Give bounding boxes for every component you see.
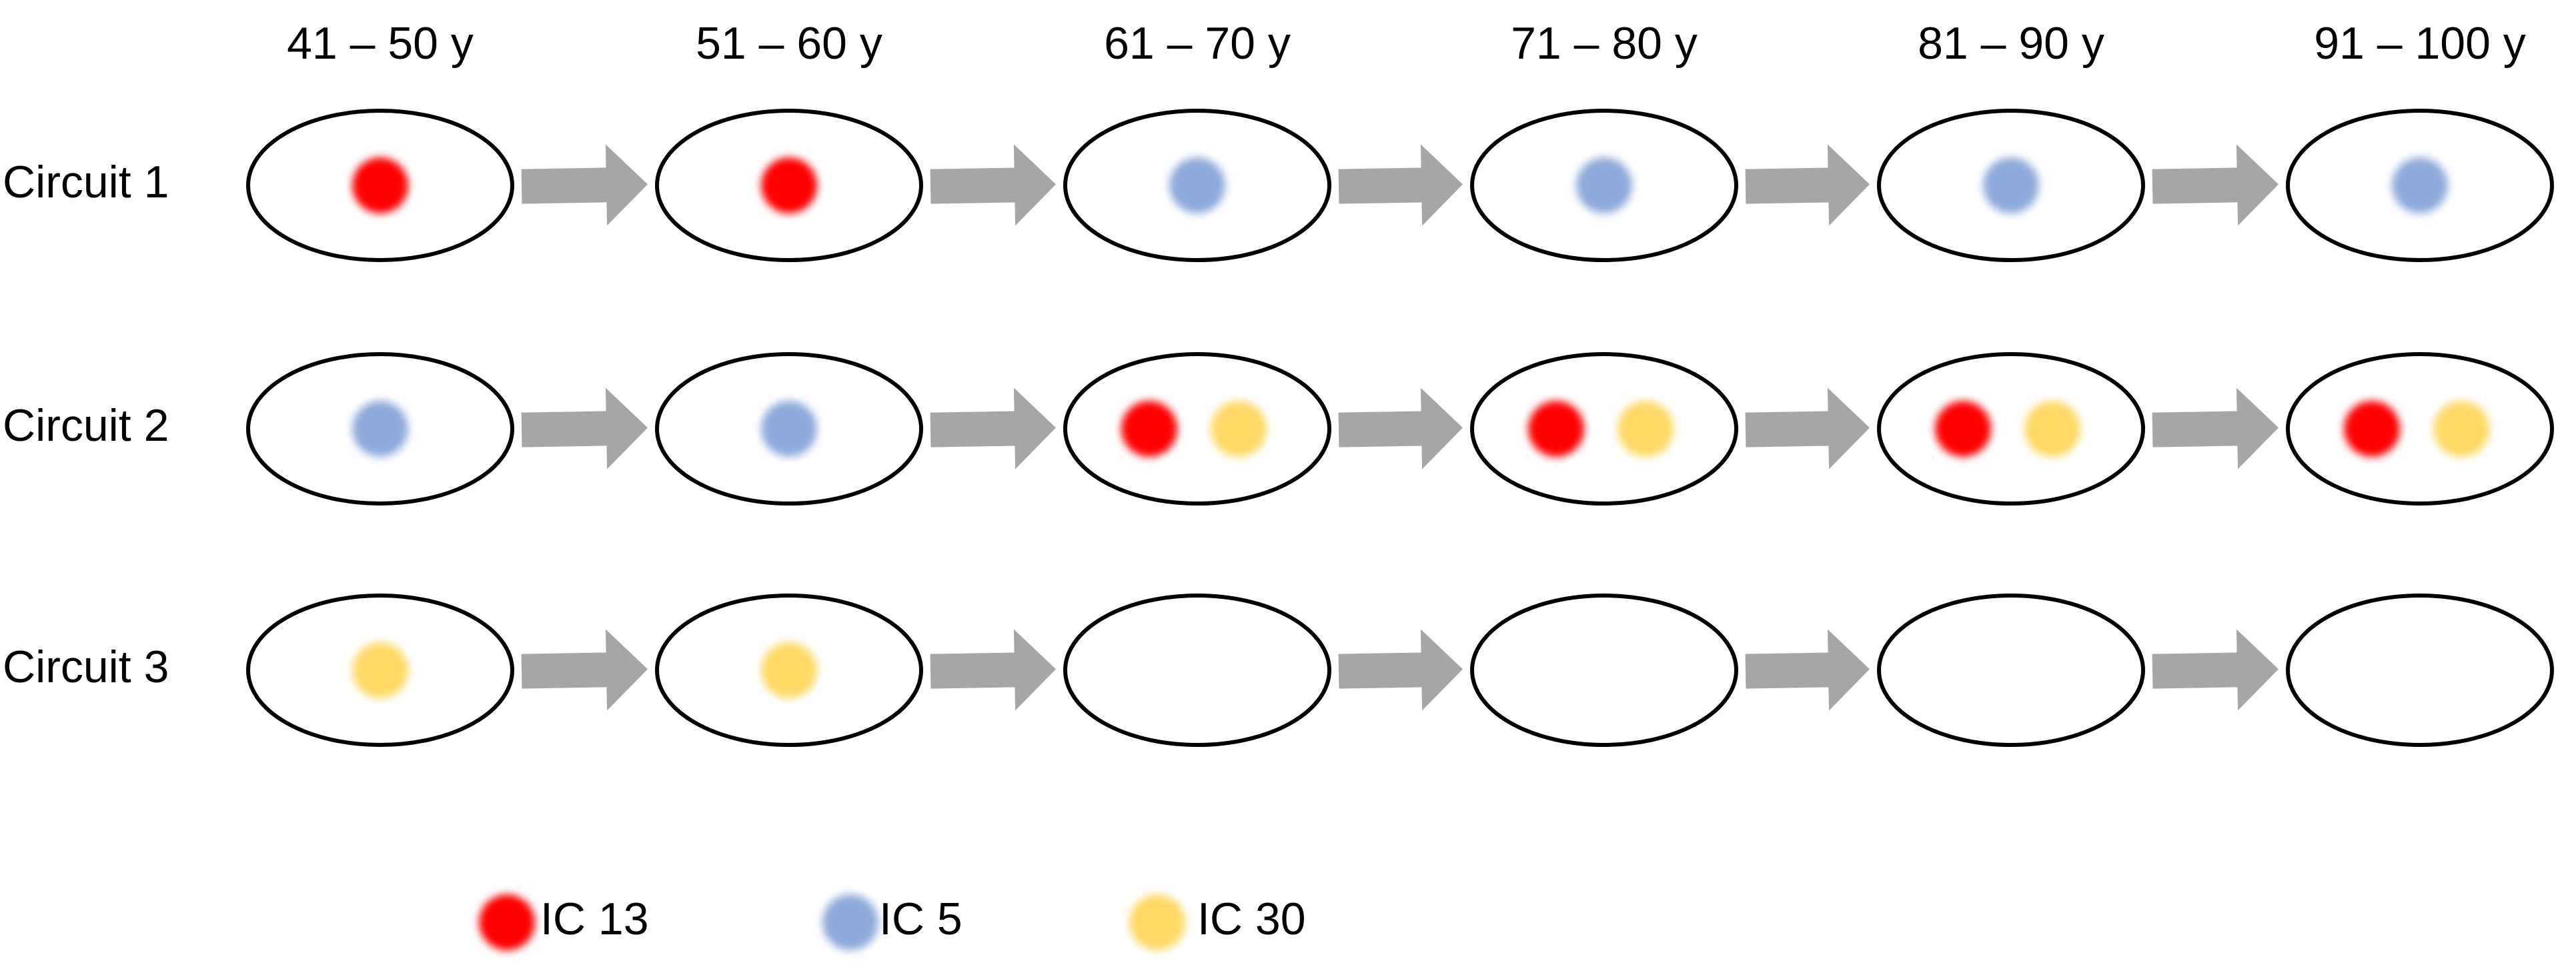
stage-node [2286,109,2554,262]
age-header-row: 41 – 50 y 51 – 60 y 61 – 70 y 71 – 80 y 81 –… [287,18,2526,69]
stage-ellipse [1063,352,1331,506]
stage-node [2286,352,2554,506]
circuit-row-1: Circuit 1 [3,109,2554,262]
stage-ellipse [1877,352,2145,506]
circuit-label: Circuit 2 [3,400,169,451]
right-arrow-icon [930,629,1056,711]
stage-node [246,109,514,262]
ic-13-dot-icon [1528,401,1584,457]
right-arrow-icon [1745,629,1870,711]
age-label-71-80-y: 71 – 80 y [1511,18,1698,69]
ic-13-dot-icon [1935,401,1991,457]
stage-ellipse [1470,594,1738,747]
circuit-row-3: Circuit 3 [3,594,2554,747]
stage-ellipse [1877,594,2145,747]
stage-node [246,352,514,506]
ic-5-dot-icon [1169,157,1225,213]
stage-ellipse [2286,594,2554,747]
right-arrow-icon [1745,387,1870,469]
stage-node [655,594,923,747]
right-arrow-icon [2152,144,2279,226]
right-arrow-icon [521,629,648,711]
age-label-51-60-y: 51 – 60 y [696,18,882,69]
stage-ellipse [2286,352,2554,506]
stage-node [2286,594,2554,747]
right-arrow-icon [2152,629,2279,711]
red-dot-icon [479,894,535,950]
stage-node [655,352,923,506]
legend-label: IC 30 [1197,894,1306,944]
ic-30-dot-icon [1618,401,1674,457]
right-arrow-icon [521,387,648,469]
right-arrow-icon [1338,629,1463,711]
stage-node [1877,109,2145,262]
ic-30-dot-icon [352,642,408,698]
ic-5-dot-icon [761,401,817,457]
ic-13-dot-icon [2344,401,2400,457]
legend-label: IC 13 [540,894,649,944]
stage-node [1470,352,1738,506]
right-arrow-icon [930,144,1056,226]
blue-dot-icon [822,894,878,950]
right-arrow-icon [1338,387,1463,469]
age-label-81-90-y: 81 – 90 y [1918,18,2104,69]
circuit-row-2: Circuit 2 [3,352,2554,506]
right-arrow-icon [1338,144,1463,226]
circuit-label: Circuit 1 [3,157,169,207]
right-arrow-icon [1745,144,1870,226]
yellow-dot-icon [1129,894,1185,950]
ic-13-dot-icon [1121,401,1177,457]
stage-ellipse [1063,594,1331,747]
stage-node [655,109,923,262]
legend-item-ic-5: IC 5 [822,894,962,950]
ic-13-dot-icon [761,157,817,213]
stage-node [1470,109,1738,262]
ic-30-dot-icon [2024,401,2080,457]
legend-item-ic-13: IC 13 [479,894,649,950]
circuit-label: Circuit 3 [3,642,169,692]
stage-node [1063,352,1331,506]
stage-node [1877,352,2145,506]
ic-5-dot-icon [2392,157,2448,213]
right-arrow-icon [930,387,1056,469]
stage-node [1470,594,1738,747]
circuit-rows: Circuit 1 Circuit 2 Circuit 3 [3,109,2554,747]
ic-5-dot-icon [1576,157,1632,213]
age-label-91-100-y: 91 – 100 y [2314,18,2526,69]
legend-item-ic-30: IC 30 [1129,894,1306,950]
stage-node [1063,109,1331,262]
right-arrow-icon [521,144,648,226]
right-arrow-icon [2152,387,2279,469]
age-label-41-50-y: 41 – 50 y [287,18,474,69]
age-label-61-70-y: 61 – 70 y [1104,18,1291,69]
legend: IC 13 IC 5 IC 30 [479,894,1306,950]
ic-30-dot-icon [1211,401,1267,457]
legend-label: IC 5 [879,894,962,944]
stage-node [1063,594,1331,747]
ic-5-dot-icon [352,401,408,457]
stage-node [1877,594,2145,747]
stage-node [246,594,514,747]
ic-5-dot-icon [1983,157,2039,213]
ic-13-dot-icon [352,157,408,213]
stage-ellipse [1470,352,1738,506]
ic-30-dot-icon [2433,401,2489,457]
ic-30-dot-icon [761,642,817,698]
